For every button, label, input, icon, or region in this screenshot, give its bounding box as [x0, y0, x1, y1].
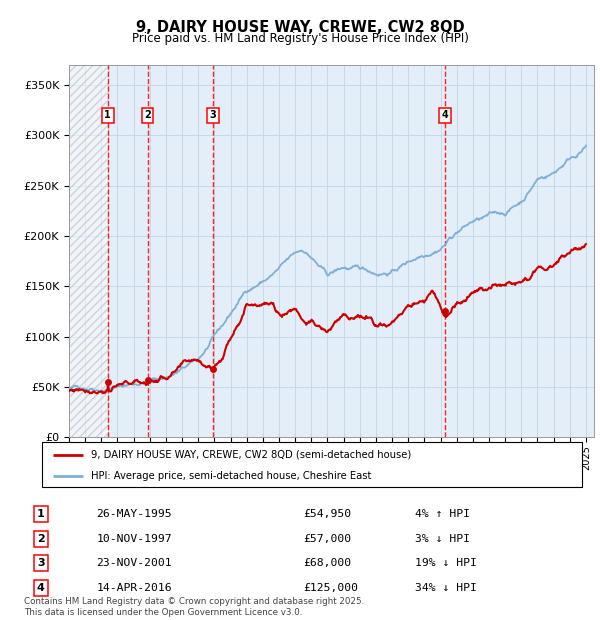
- Text: 4% ↑ HPI: 4% ↑ HPI: [415, 509, 470, 519]
- FancyBboxPatch shape: [42, 442, 582, 487]
- Text: £68,000: £68,000: [303, 558, 351, 569]
- Text: 19% ↓ HPI: 19% ↓ HPI: [415, 558, 476, 569]
- Text: 3% ↓ HPI: 3% ↓ HPI: [415, 534, 470, 544]
- Text: 14-APR-2016: 14-APR-2016: [97, 583, 172, 593]
- Text: £54,950: £54,950: [303, 509, 351, 519]
- Text: Price paid vs. HM Land Registry's House Price Index (HPI): Price paid vs. HM Land Registry's House …: [131, 32, 469, 45]
- Text: HPI: Average price, semi-detached house, Cheshire East: HPI: Average price, semi-detached house,…: [91, 471, 371, 480]
- Text: 2: 2: [144, 110, 151, 120]
- Text: 1: 1: [37, 509, 44, 519]
- Text: 34% ↓ HPI: 34% ↓ HPI: [415, 583, 476, 593]
- Bar: [69, 65, 108, 437]
- Text: 23-NOV-2001: 23-NOV-2001: [97, 558, 172, 569]
- Text: 1: 1: [104, 110, 111, 120]
- Text: 3: 3: [37, 558, 44, 569]
- Text: 9, DAIRY HOUSE WAY, CREWE, CW2 8QD: 9, DAIRY HOUSE WAY, CREWE, CW2 8QD: [136, 20, 464, 35]
- Text: 4: 4: [37, 583, 44, 593]
- Text: 2: 2: [37, 534, 44, 544]
- Text: 9, DAIRY HOUSE WAY, CREWE, CW2 8QD (semi-detached house): 9, DAIRY HOUSE WAY, CREWE, CW2 8QD (semi…: [91, 450, 411, 459]
- Text: £57,000: £57,000: [303, 534, 351, 544]
- Text: 3: 3: [209, 110, 216, 120]
- Text: 4: 4: [442, 110, 448, 120]
- Text: 26-MAY-1995: 26-MAY-1995: [97, 509, 172, 519]
- Text: 10-NOV-1997: 10-NOV-1997: [97, 534, 172, 544]
- Text: £125,000: £125,000: [303, 583, 358, 593]
- Text: Contains HM Land Registry data © Crown copyright and database right 2025.
This d: Contains HM Land Registry data © Crown c…: [24, 598, 364, 617]
